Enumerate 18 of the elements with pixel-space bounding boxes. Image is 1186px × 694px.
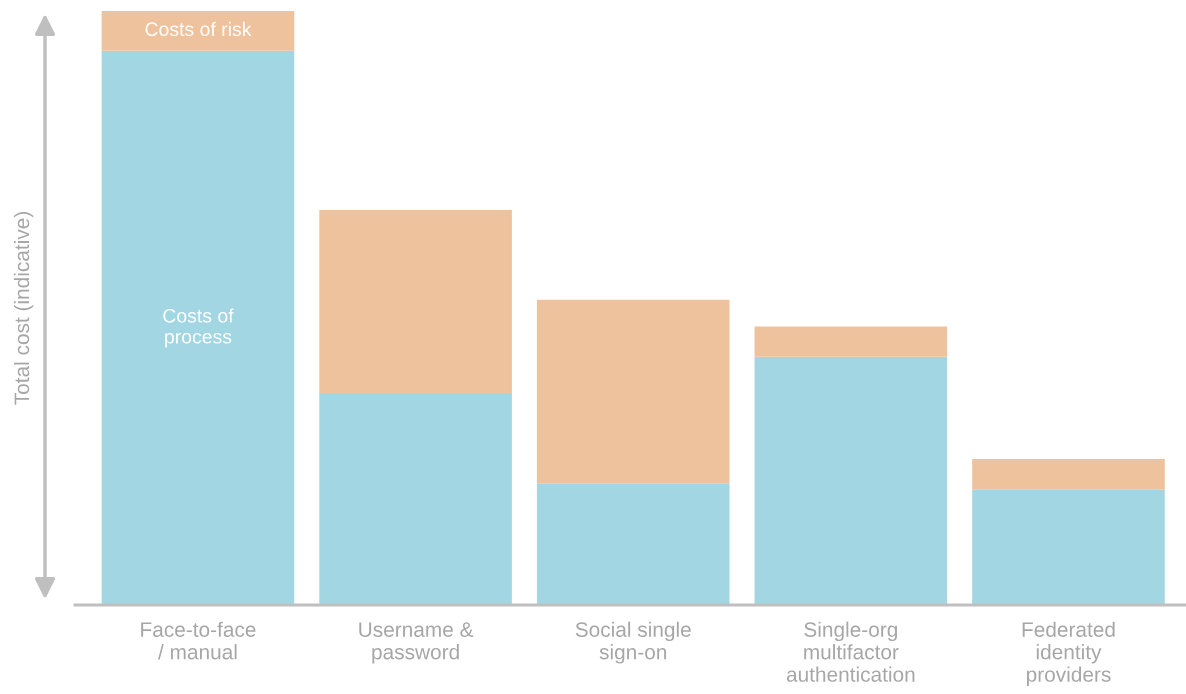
bar <box>536 299 730 484</box>
bar <box>319 209 512 393</box>
x-tick-label: Social single sign-on <box>575 621 691 664</box>
bar <box>972 458 1165 490</box>
series-label: Costs of risk <box>145 21 252 37</box>
bar <box>101 11 295 51</box>
bar <box>536 483 730 605</box>
x-tick-label: Username & password <box>359 622 474 664</box>
bar <box>319 392 512 605</box>
y-axis-title: Total cost (indicative) <box>13 212 34 405</box>
bar <box>101 50 295 605</box>
bar <box>972 489 1165 605</box>
x-tick-label: Face-to-face / manual <box>141 621 256 660</box>
series-label: Costs of process <box>163 308 234 348</box>
bar <box>754 356 948 605</box>
x-tick-label: Single-org multifactor authentication <box>786 621 915 682</box>
x-tick-label: Federated identity providers <box>1022 621 1115 686</box>
bar <box>754 326 948 357</box>
